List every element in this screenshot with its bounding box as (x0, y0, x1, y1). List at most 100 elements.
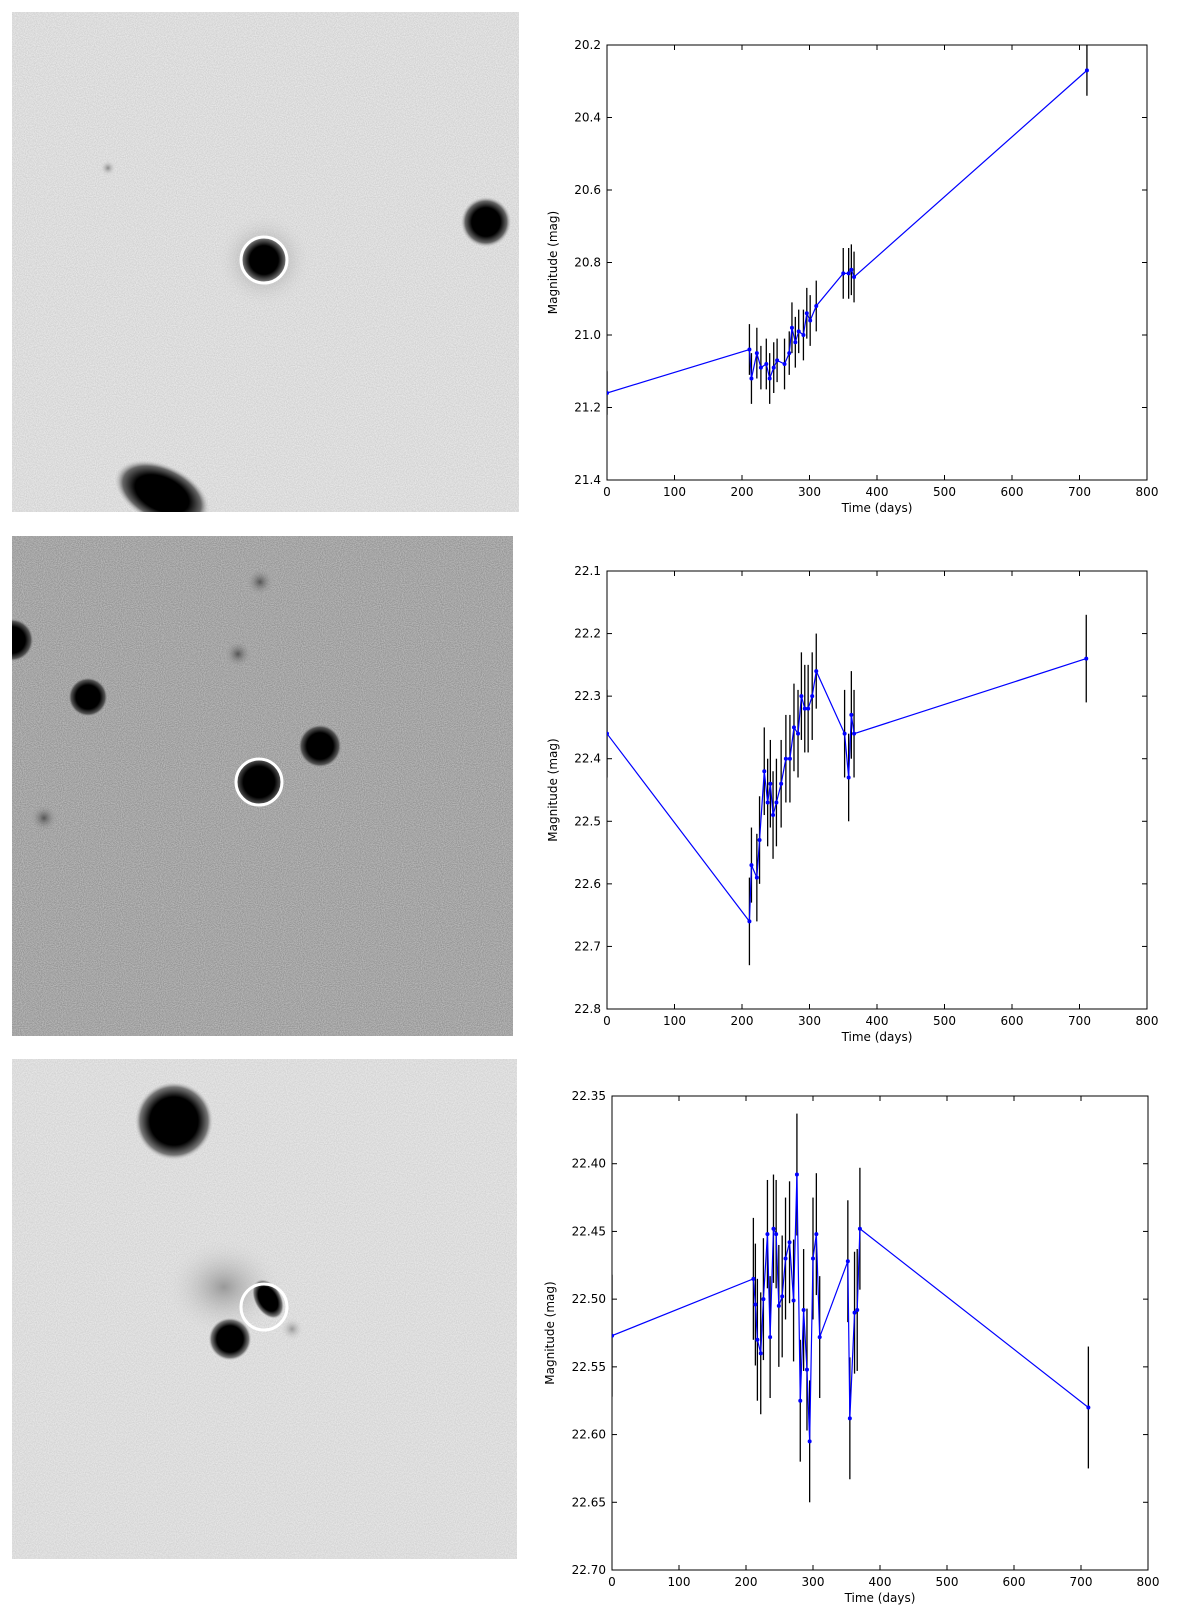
aperture-marker (234, 757, 284, 807)
host-galaxy (164, 1237, 284, 1337)
y-tick-label: 20.4 (574, 111, 601, 125)
data-point (801, 1307, 806, 1312)
x-axis-label: Time (days) (844, 1591, 916, 1605)
data-point (787, 351, 792, 356)
data-point (764, 362, 769, 366)
x-tick-label: 300 (798, 485, 821, 499)
data-point (783, 756, 788, 761)
y-tick-label: 22.35 (572, 1089, 606, 1103)
y-tick-label: 22.45 (572, 1224, 606, 1238)
data-point (1086, 1405, 1091, 1410)
y-tick-label: 22.5 (574, 814, 601, 828)
plot-area (607, 614, 1089, 966)
x-tick-label: 400 (866, 485, 889, 499)
x-tick-label: 800 (1136, 1014, 1159, 1028)
data-point (849, 267, 854, 272)
y-tick-label: 21.4 (574, 473, 601, 487)
data-point (768, 781, 773, 786)
data-point (787, 1240, 792, 1245)
data-point (801, 333, 806, 337)
data-point (846, 271, 851, 276)
data-point (796, 329, 801, 334)
y-axis-label: Magnitude (mag) (546, 211, 560, 314)
neighbor-star (12, 618, 34, 662)
data-point (1084, 656, 1089, 661)
data-point (765, 800, 770, 805)
data-point (799, 694, 804, 699)
y-tick-label: 20.6 (574, 183, 601, 197)
aperture-marker (239, 235, 289, 285)
x-tick-label: 700 (1068, 1014, 1091, 1028)
x-tick-label: 400 (869, 1575, 892, 1589)
data-point (804, 1367, 809, 1372)
neighbor-star (68, 677, 108, 717)
data-point (846, 775, 851, 780)
y-tick-label: 21.0 (574, 328, 601, 342)
data-point (791, 1298, 796, 1303)
data-point (771, 1226, 776, 1231)
y-tick-label: 22.55 (572, 1360, 606, 1374)
y-tick-label: 22.8 (574, 1002, 601, 1016)
data-point (757, 838, 762, 843)
data-point (762, 769, 767, 774)
data-point (1084, 68, 1089, 73)
y-tick-label: 20.8 (574, 256, 601, 270)
x-tick-label: 200 (731, 1014, 754, 1028)
data-point (758, 1351, 763, 1356)
x-tick-label: 800 (1137, 1575, 1160, 1589)
y-tick-label: 22.65 (572, 1495, 606, 1509)
data-point (791, 725, 796, 730)
y-tick-label: 21.2 (574, 401, 601, 415)
data-point (796, 731, 801, 736)
plot-frame (606, 44, 1148, 481)
data-point (855, 1307, 860, 1312)
x-tick-label: 800 (1136, 485, 1159, 499)
faint-source (100, 160, 116, 176)
data-point (771, 365, 776, 370)
data-point (808, 318, 813, 323)
data-point (768, 1335, 773, 1340)
light-curve-chart-2: 0 100 200 300 400 500 600 700 800 22.1 22.2 22.3 22.… (540, 556, 1160, 1046)
data-point (806, 706, 811, 711)
x-axis-label: Time (days) (841, 1030, 913, 1044)
faint-source (280, 1317, 304, 1341)
neighbor-star (298, 724, 342, 768)
y-tick-label: 22.40 (572, 1157, 606, 1171)
data-point (852, 275, 857, 279)
data-point (774, 800, 779, 805)
data-point (814, 669, 819, 674)
y-tick-label: 22.50 (572, 1292, 606, 1306)
x-tick-label: 600 (1001, 485, 1024, 499)
x-tick-label: 300 (802, 1575, 825, 1589)
data-point (811, 1256, 815, 1261)
data-point (798, 1398, 803, 1403)
neighbor-knot (208, 1317, 252, 1361)
plot-area (607, 45, 1089, 415)
data-point (761, 1297, 766, 1302)
y-axis-label: Magnitude (mag) (543, 1281, 557, 1384)
source-galaxy (233, 756, 285, 808)
data-point (814, 1232, 819, 1237)
source-galaxy (238, 234, 290, 286)
x-axis-label: Time (days) (841, 501, 913, 515)
x-tick-label: 100 (668, 1575, 691, 1589)
data-point (612, 1333, 614, 1338)
x-tick-label: 0 (603, 485, 611, 499)
x-tick-label: 500 (936, 1575, 959, 1589)
data-point (767, 376, 772, 381)
stamp-image-3 (12, 1059, 517, 1559)
y-tick-label: 20.2 (574, 38, 601, 52)
data-point (842, 731, 847, 736)
x-tick-label: 0 (608, 1575, 616, 1589)
data-point (607, 391, 609, 395)
x-tick-label: 300 (798, 1014, 821, 1028)
data-point (749, 863, 754, 868)
data-point (780, 1294, 785, 1299)
neighbor-galaxy (113, 459, 211, 512)
x-tick-label: 600 (1001, 1014, 1024, 1028)
stamp-image-1 (12, 12, 519, 512)
data-point (747, 347, 752, 352)
data-point (765, 1232, 770, 1237)
light-curve-chart-2-svg: 0 100 200 300 400 500 600 700 800 22.1 22.2 22.3 22.… (546, 564, 1159, 1044)
data-point (794, 1172, 799, 1177)
